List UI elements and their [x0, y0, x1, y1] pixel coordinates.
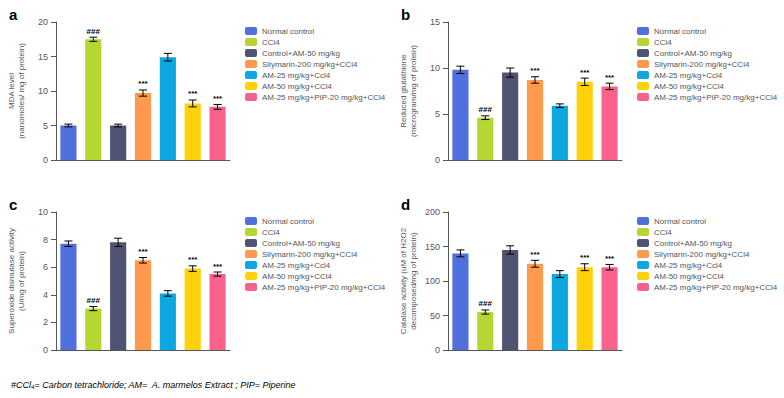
svg-text:(U/mg of protein): (U/mg of protein) — [17, 251, 26, 311]
svg-text:a: a — [9, 6, 18, 23]
svg-text:(nanomoles/ mg of protein): (nanomoles/ mg of protein) — [17, 43, 26, 139]
svg-text:c: c — [9, 196, 17, 213]
svg-text:AM-50 mg/kg+CCl4: AM-50 mg/kg+CCl4 — [654, 82, 725, 91]
svg-text:Normal control: Normal control — [654, 217, 706, 226]
svg-text:***: *** — [213, 94, 223, 103]
svg-text:###: ### — [479, 105, 493, 114]
svg-text:2: 2 — [43, 317, 48, 327]
svg-text:AM-25 mg/kg+Ccl4: AM-25 mg/kg+Ccl4 — [654, 261, 723, 270]
svg-text:***: *** — [213, 262, 223, 271]
svg-text:Catalase activity (uM of H2O2: Catalase activity (uM of H2O2 — [399, 227, 408, 334]
svg-text:CCl4: CCl4 — [262, 228, 280, 237]
svg-text:***: *** — [580, 253, 590, 262]
svg-text:0: 0 — [435, 155, 440, 165]
svg-text:b: b — [401, 6, 410, 23]
svg-text:4: 4 — [43, 290, 48, 300]
svg-text:Control+AM-50 mg/kg: Control+AM-50 mg/kg — [654, 49, 732, 58]
svg-text:Normal control: Normal control — [262, 27, 314, 36]
svg-text:AM-50 mg/kg+CCl4: AM-50 mg/kg+CCl4 — [262, 272, 333, 281]
svg-text:AM-50 mg/kg+CCl4: AM-50 mg/kg+CCl4 — [654, 272, 725, 281]
svg-text:0: 0 — [43, 345, 48, 355]
svg-text:AM-25 mg/kg+Ccl4: AM-25 mg/kg+Ccl4 — [262, 71, 331, 80]
svg-text:AM-50 mg/kg+CCl4: AM-50 mg/kg+CCl4 — [262, 82, 333, 91]
svg-text:Silymarin-200 mg/kg+CCl4: Silymarin-200 mg/kg+CCl4 — [262, 60, 358, 69]
svg-text:AM-25 mg/kg+PIP-20 mg/kg+CCl4: AM-25 mg/kg+PIP-20 mg/kg+CCl4 — [262, 283, 386, 292]
svg-text:Control+AM-50 mg/kg: Control+AM-50 mg/kg — [262, 49, 340, 58]
svg-text:15: 15 — [430, 17, 440, 27]
svg-text:0: 0 — [43, 155, 48, 165]
svg-text:0: 0 — [435, 345, 440, 355]
svg-text:***: *** — [138, 79, 148, 88]
svg-text:5: 5 — [435, 109, 440, 119]
svg-text:15: 15 — [38, 52, 48, 62]
svg-text:Superoxide dismutase activity: Superoxide dismutase activity — [7, 228, 16, 334]
svg-text:Control+AM-50 mg/kg: Control+AM-50 mg/kg — [262, 239, 340, 248]
svg-text:CCl4: CCl4 — [654, 38, 672, 47]
svg-text:###: ### — [479, 299, 493, 308]
svg-text:20: 20 — [38, 17, 48, 27]
svg-text:***: *** — [530, 66, 540, 75]
svg-text:10: 10 — [38, 86, 48, 96]
svg-text:Silymarin-200 mg/kg+CCl4: Silymarin-200 mg/kg+CCl4 — [262, 250, 358, 259]
svg-text:6: 6 — [43, 262, 48, 272]
svg-text:AM-25 mg/kg+PIP-20 mg/kg+CCl4: AM-25 mg/kg+PIP-20 mg/kg+CCl4 — [654, 93, 778, 102]
svg-text:AM-25 mg/kg+Ccl4: AM-25 mg/kg+Ccl4 — [262, 261, 331, 270]
svg-text:###: ### — [87, 296, 101, 305]
svg-text:CCl4: CCl4 — [262, 38, 280, 47]
svg-text:Control+AM-50 mg/kg: Control+AM-50 mg/kg — [654, 239, 732, 248]
svg-text:#CCl₄= Carbon tetrachloride; A: #CCl₄= Carbon tetrachloride; AM= A. marm… — [11, 380, 295, 390]
svg-text:decomposed/mg of protein): decomposed/mg of protein) — [409, 232, 418, 330]
svg-text:Reduced glutathione: Reduced glutathione — [399, 54, 408, 128]
svg-text:###: ### — [87, 27, 101, 36]
svg-text:100: 100 — [425, 276, 440, 286]
svg-text:MDA level: MDA level — [7, 73, 16, 109]
svg-text:150: 150 — [425, 242, 440, 252]
svg-text:Normal control: Normal control — [262, 217, 314, 226]
svg-text:AM-25 mg/kg+PIP-20 mg/kg+CCl4: AM-25 mg/kg+PIP-20 mg/kg+CCl4 — [654, 283, 778, 292]
svg-text:10: 10 — [430, 63, 440, 73]
svg-text:***: *** — [605, 73, 615, 82]
svg-text:200: 200 — [425, 207, 440, 217]
svg-text:***: *** — [138, 247, 148, 256]
svg-text:***: *** — [580, 68, 590, 77]
svg-text:8: 8 — [43, 235, 48, 245]
svg-text:AM-25 mg/kg+PIP-20 mg/kg+CCl4: AM-25 mg/kg+PIP-20 mg/kg+CCl4 — [262, 93, 386, 102]
svg-text:10: 10 — [38, 207, 48, 217]
svg-text:Normal control: Normal control — [654, 27, 706, 36]
svg-text:50: 50 — [430, 311, 440, 321]
svg-text:***: *** — [188, 255, 198, 264]
svg-text:(microgram/mg of protein): (microgram/mg of protein) — [409, 45, 418, 137]
svg-text:CCl4: CCl4 — [654, 228, 672, 237]
svg-text:AM-25 mg/kg+Ccl4: AM-25 mg/kg+Ccl4 — [654, 71, 723, 80]
svg-text:***: *** — [530, 250, 540, 259]
svg-text:Silymarin-200 mg/kg+CCl4: Silymarin-200 mg/kg+CCl4 — [654, 60, 750, 69]
svg-text:***: *** — [188, 89, 198, 98]
svg-text:Silymarin-200 mg/kg+CCl4: Silymarin-200 mg/kg+CCl4 — [654, 250, 750, 259]
svg-text:***: *** — [605, 254, 615, 263]
svg-text:d: d — [401, 196, 410, 213]
svg-text:5: 5 — [43, 121, 48, 131]
